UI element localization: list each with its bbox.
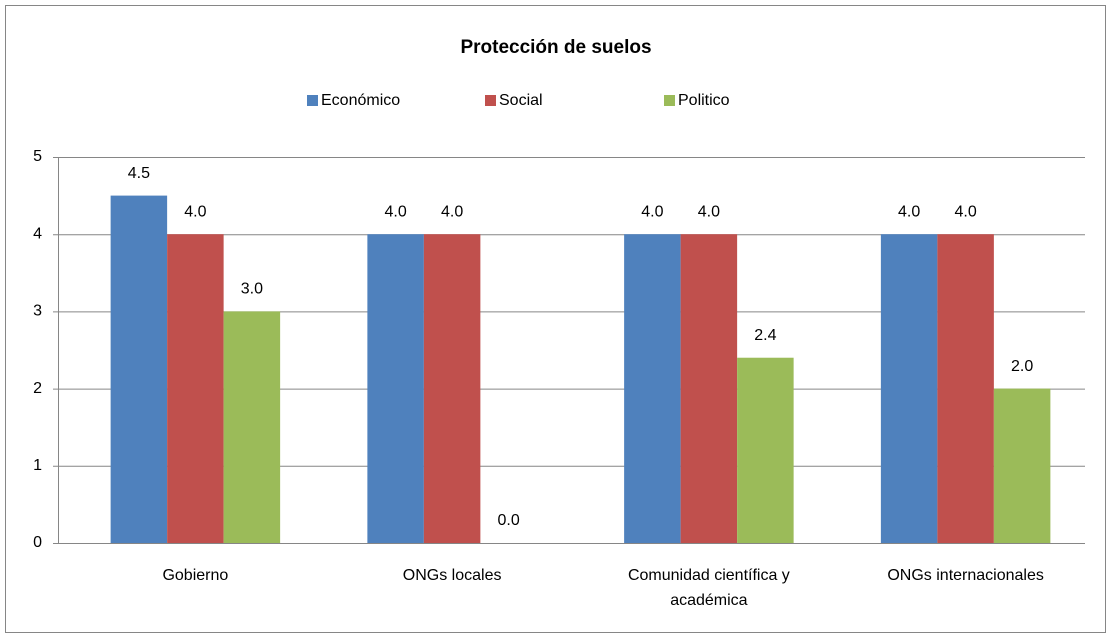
value-label: 4.0 (385, 203, 407, 220)
value-label: 4.0 (955, 203, 977, 220)
bar (167, 234, 224, 543)
legend-swatch (664, 95, 675, 106)
y-tick-label: 5 (33, 148, 42, 165)
value-label: 4.0 (641, 203, 663, 220)
x-tick-label: Gobierno (162, 567, 229, 584)
value-label: 0.0 (498, 512, 520, 529)
x-tick-label: Comunidad científica y académica (627, 567, 790, 609)
bar (110, 195, 168, 543)
bar (737, 357, 794, 543)
legend-swatch (307, 95, 318, 106)
legend-label: Económico (321, 92, 400, 109)
bar (993, 388, 1051, 543)
bar (680, 234, 738, 543)
value-label: 2.4 (754, 327, 776, 344)
value-label: 4.0 (898, 203, 920, 220)
value-label: 2.0 (1011, 358, 1033, 375)
value-label: 4.0 (698, 203, 720, 220)
legend-label: Politico (678, 92, 730, 109)
bar (367, 234, 424, 543)
value-label: 4.5 (128, 165, 150, 182)
chart-title: Protección de suelos (460, 37, 651, 58)
y-tick-label: 0 (33, 534, 42, 551)
bar (624, 234, 681, 543)
y-tick-label: 2 (33, 380, 42, 397)
value-label: 4.0 (441, 203, 463, 220)
bar (223, 311, 281, 543)
value-label: 3.0 (241, 281, 263, 298)
bar (423, 234, 481, 543)
y-tick-label: 1 (33, 457, 42, 474)
x-tick-label: ONGs locales (402, 567, 502, 584)
value-label: 4.0 (184, 203, 206, 220)
x-tick-label: ONGs internacionales (887, 567, 1044, 584)
legend-swatch (485, 95, 496, 106)
y-tick-label: 3 (33, 303, 42, 320)
bar (880, 234, 938, 543)
bar (937, 234, 994, 543)
legend-label: Social (499, 92, 543, 109)
y-tick-label: 4 (33, 225, 42, 242)
